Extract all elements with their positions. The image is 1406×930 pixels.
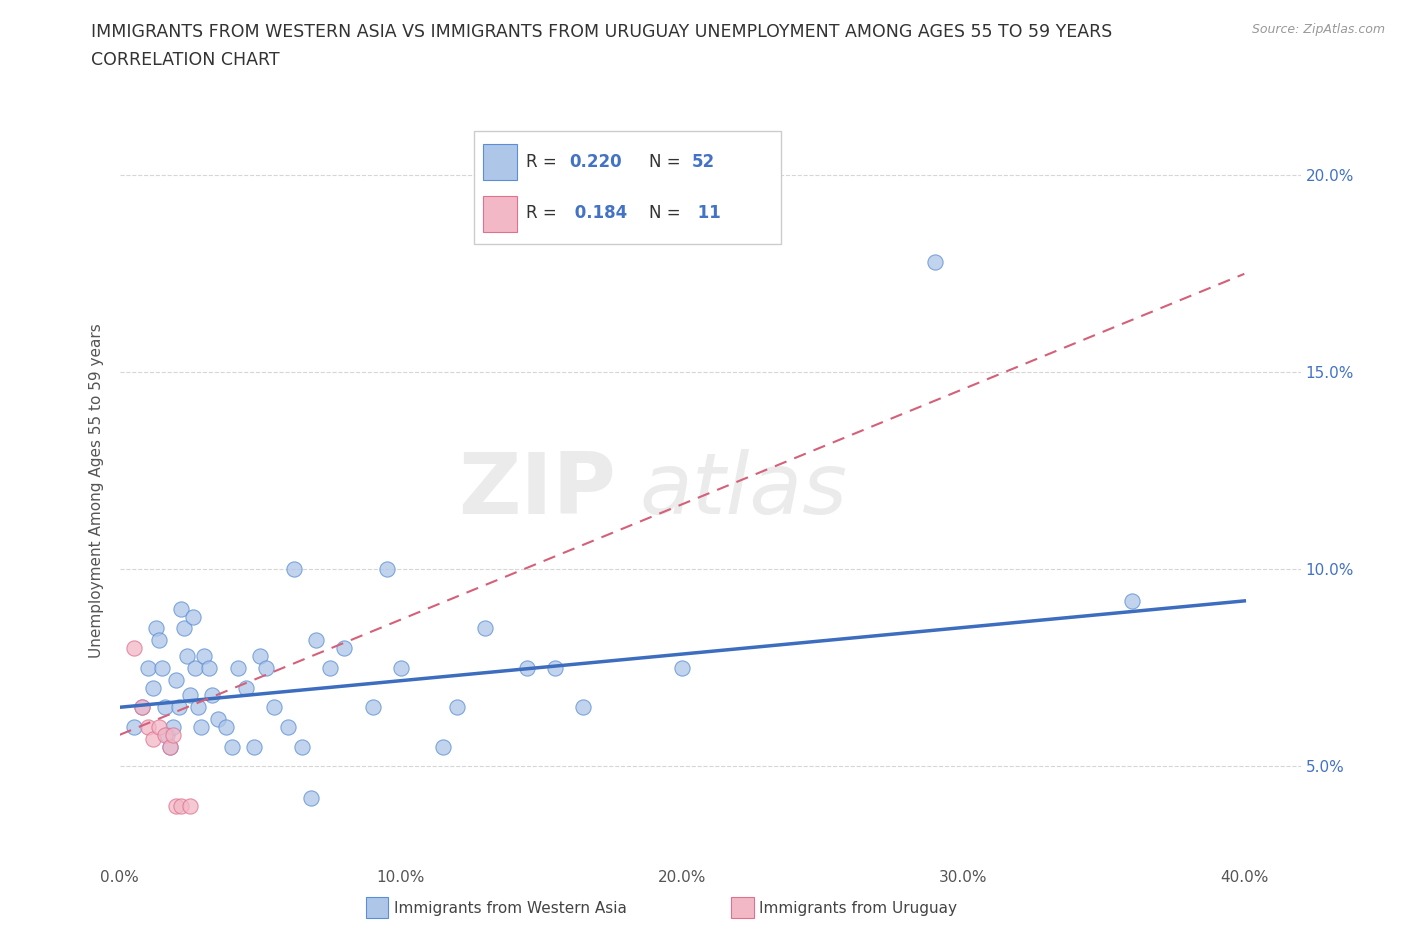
Point bbox=[122, 641, 145, 656]
Point bbox=[165, 798, 187, 813]
Point bbox=[156, 727, 179, 742]
Y-axis label: Unemployment Among Ages 55 to 59 years: Unemployment Among Ages 55 to 59 years bbox=[89, 324, 104, 658]
Point bbox=[389, 660, 412, 675]
Point bbox=[153, 700, 176, 715]
Point bbox=[361, 700, 384, 715]
Point bbox=[187, 700, 209, 715]
Point bbox=[131, 700, 153, 715]
Point bbox=[148, 720, 170, 735]
Point bbox=[190, 720, 212, 735]
Point bbox=[432, 739, 454, 754]
Point bbox=[221, 739, 243, 754]
Point bbox=[375, 562, 398, 577]
Point bbox=[159, 739, 181, 754]
Point bbox=[291, 739, 314, 754]
Point bbox=[167, 700, 190, 715]
Point bbox=[243, 739, 266, 754]
Point bbox=[207, 711, 229, 726]
Point bbox=[215, 720, 238, 735]
Point bbox=[277, 720, 299, 735]
Point bbox=[572, 700, 595, 715]
Point bbox=[136, 720, 159, 735]
Text: CORRELATION CHART: CORRELATION CHART bbox=[91, 51, 280, 69]
Point bbox=[159, 739, 181, 754]
Point bbox=[544, 660, 567, 675]
Point bbox=[170, 602, 193, 617]
Text: Immigrants from Western Asia: Immigrants from Western Asia bbox=[394, 901, 627, 916]
Point bbox=[173, 621, 195, 636]
Point bbox=[254, 660, 277, 675]
Point bbox=[142, 731, 165, 746]
Point bbox=[162, 727, 184, 742]
Point bbox=[201, 688, 224, 703]
Point bbox=[446, 700, 468, 715]
Point bbox=[142, 680, 165, 695]
Point bbox=[170, 798, 193, 813]
Point bbox=[179, 798, 201, 813]
Text: atlas: atlas bbox=[640, 449, 848, 532]
Text: Source: ZipAtlas.com: Source: ZipAtlas.com bbox=[1251, 23, 1385, 36]
Point bbox=[299, 790, 322, 805]
Point bbox=[150, 660, 173, 675]
Text: Immigrants from Uruguay: Immigrants from Uruguay bbox=[759, 901, 957, 916]
Point bbox=[153, 727, 176, 742]
Point bbox=[516, 660, 538, 675]
Point bbox=[249, 648, 271, 663]
Point bbox=[263, 700, 285, 715]
Point bbox=[179, 688, 201, 703]
Point bbox=[131, 700, 153, 715]
Point bbox=[283, 562, 305, 577]
Point bbox=[924, 255, 946, 270]
Point bbox=[226, 660, 249, 675]
Point bbox=[122, 720, 145, 735]
Point bbox=[176, 648, 198, 663]
Point bbox=[184, 660, 207, 675]
Point bbox=[198, 660, 221, 675]
Point bbox=[136, 660, 159, 675]
Point bbox=[1121, 593, 1143, 608]
Point bbox=[474, 621, 496, 636]
Point bbox=[165, 672, 187, 687]
Point bbox=[193, 648, 215, 663]
Point bbox=[333, 641, 356, 656]
Point bbox=[305, 632, 328, 647]
Point bbox=[671, 660, 693, 675]
Point bbox=[181, 609, 204, 624]
Point bbox=[162, 720, 184, 735]
Point bbox=[319, 660, 342, 675]
Point bbox=[145, 621, 167, 636]
Text: ZIP: ZIP bbox=[458, 449, 616, 532]
Text: IMMIGRANTS FROM WESTERN ASIA VS IMMIGRANTS FROM URUGUAY UNEMPLOYMENT AMONG AGES : IMMIGRANTS FROM WESTERN ASIA VS IMMIGRAN… bbox=[91, 23, 1112, 41]
Point bbox=[235, 680, 257, 695]
Point bbox=[148, 632, 170, 647]
